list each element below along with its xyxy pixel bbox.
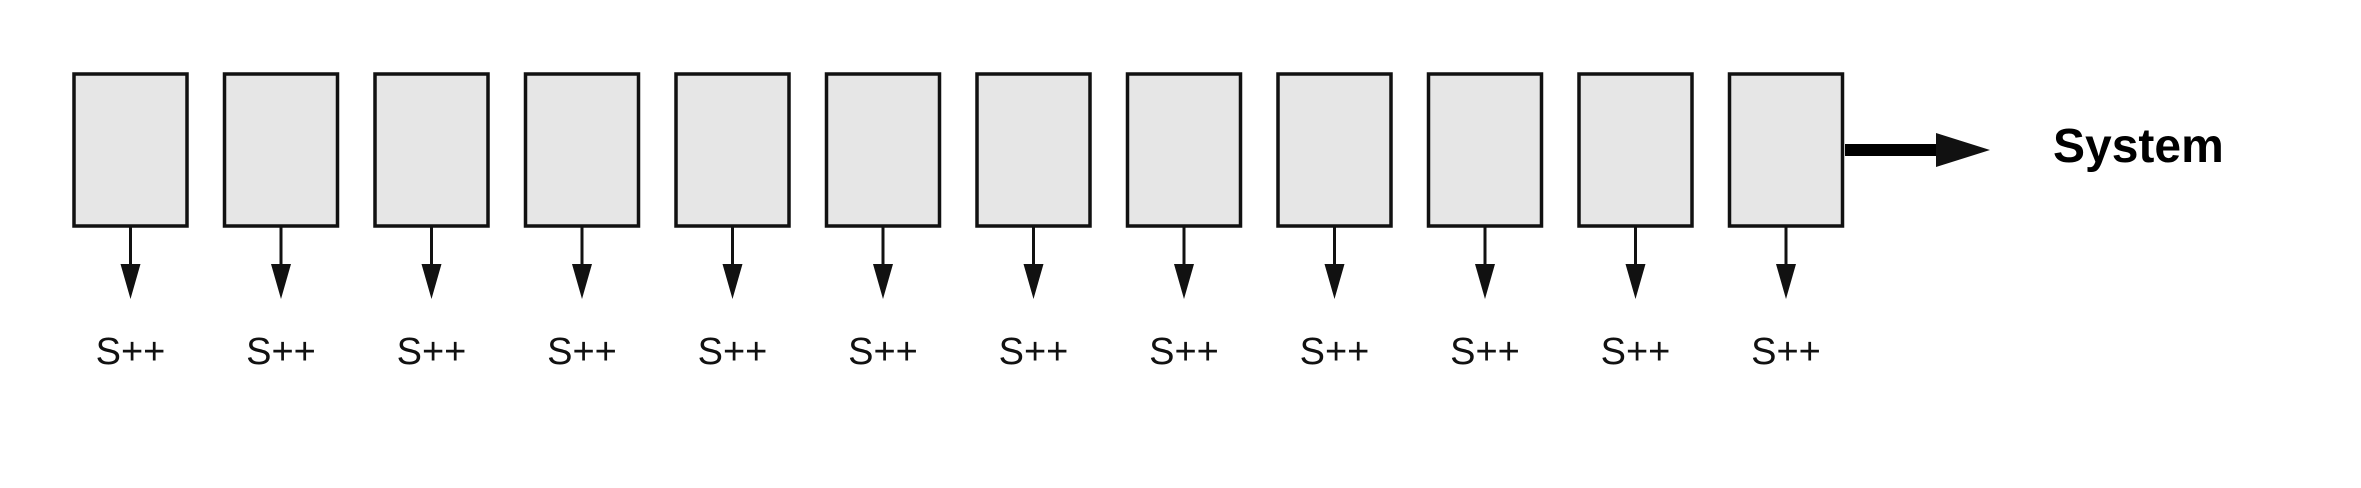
unit-1: S++ xyxy=(72,72,189,373)
output-arrow-head xyxy=(1776,264,1796,299)
output-label: S++ xyxy=(999,331,1069,373)
unit-box xyxy=(1125,72,1243,228)
output-label: S++ xyxy=(547,331,617,373)
output-arrow-head xyxy=(120,264,141,299)
unit-2: S++ xyxy=(222,72,340,373)
unit-6: S++ xyxy=(824,72,942,373)
output-label: S++ xyxy=(246,331,316,373)
output-arrow-head xyxy=(1475,264,1495,299)
system-label: System xyxy=(2053,120,2224,173)
unit-box xyxy=(824,72,942,228)
unit-box xyxy=(523,72,641,228)
unit-box xyxy=(72,72,189,228)
unit-10: S++ xyxy=(1426,72,1544,373)
output-arrow-head xyxy=(722,264,743,299)
unit-7: S++ xyxy=(975,72,1092,373)
unit-9: S++ xyxy=(1276,72,1393,373)
output-arrow-head xyxy=(1324,264,1345,299)
system-arrow-head xyxy=(1936,133,1990,167)
unit-4: S++ xyxy=(523,72,641,373)
unit-box xyxy=(674,72,791,228)
unit-box xyxy=(1276,72,1393,228)
output-label: S++ xyxy=(1300,331,1370,373)
output-arrow-head xyxy=(572,264,592,299)
output-label: S++ xyxy=(96,331,166,373)
output-label: S++ xyxy=(698,331,768,373)
output-arrow-head xyxy=(873,264,893,299)
output-arrow-head xyxy=(271,264,291,299)
unit-12: S++ xyxy=(1727,72,1845,373)
unit-box xyxy=(1426,72,1544,228)
unit-box xyxy=(1577,72,1694,228)
output-arrow-head xyxy=(1174,264,1194,299)
output-label: S++ xyxy=(1601,331,1671,373)
unit-11: S++ xyxy=(1577,72,1694,373)
output-arrow-head xyxy=(421,264,442,299)
output-label: S++ xyxy=(1751,331,1821,373)
unit-box xyxy=(1727,72,1845,228)
unit-box xyxy=(373,72,490,228)
unit-8: S++ xyxy=(1125,72,1243,373)
output-label: S++ xyxy=(848,331,918,373)
output-arrow-head xyxy=(1023,264,1044,299)
output-label: S++ xyxy=(1450,331,1520,373)
output-label: S++ xyxy=(397,331,467,373)
unit-5: S++ xyxy=(674,72,791,373)
units-layer: S++ S++ S++ S++ S++ S++ S++ S++ S++ S++ S++ S++ xyxy=(72,72,1845,373)
output-arrow-head xyxy=(1625,264,1646,299)
unit-box xyxy=(222,72,340,228)
unit-box xyxy=(975,72,1092,228)
unit-3: S++ xyxy=(373,72,490,373)
output-label: S++ xyxy=(1149,331,1219,373)
